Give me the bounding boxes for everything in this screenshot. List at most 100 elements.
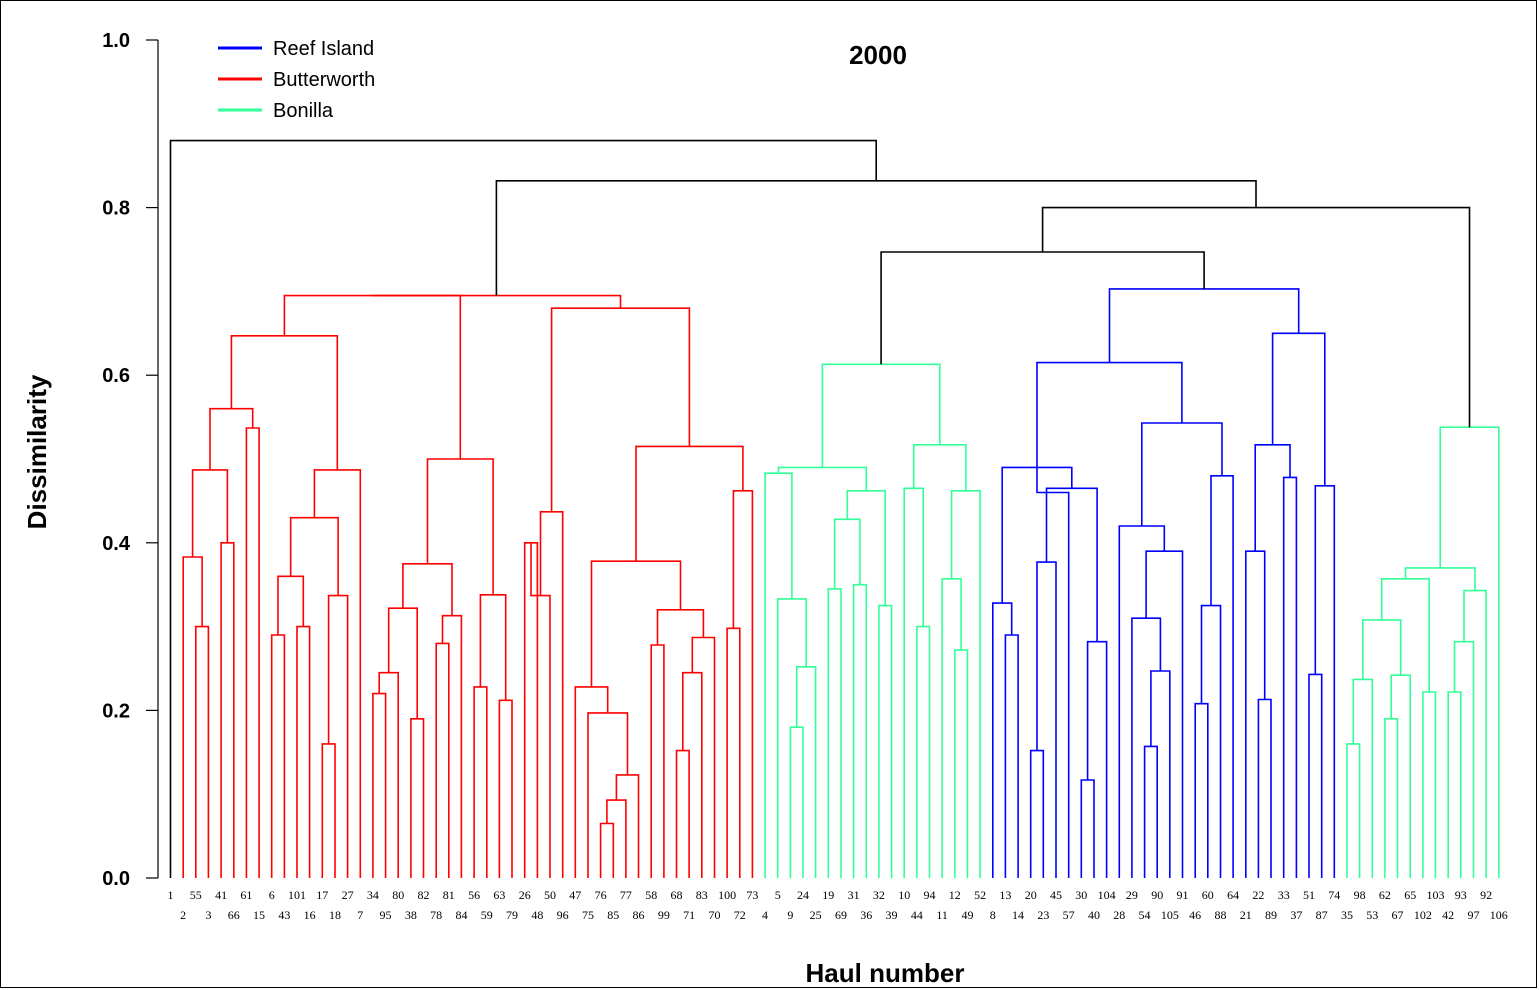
dendrogram-link [691, 636, 716, 878]
x-tick-label: 72 [734, 908, 746, 922]
dendrogram-link [495, 180, 1257, 296]
x-tick-label: 93 [1455, 888, 1467, 902]
x-tick-label: 78 [430, 908, 442, 922]
dendrogram-link [635, 445, 744, 562]
dendrogram-link [574, 686, 609, 878]
x-tick-label: 94 [924, 888, 936, 902]
dendrogram-link [1453, 640, 1475, 878]
dendrogram-link [1314, 485, 1336, 878]
dendrogram-link [682, 671, 703, 878]
x-tick-label: 49 [961, 908, 973, 922]
x-tick-label: 50 [544, 888, 556, 902]
dendrogram-link [327, 594, 349, 878]
x-tick-label: 22 [1252, 888, 1264, 902]
dendrogram-link [1086, 640, 1108, 878]
x-tick-label: 62 [1379, 888, 1391, 902]
x-tick-label: 85 [607, 908, 619, 922]
dendrogram-link [1282, 476, 1298, 878]
dendrogram-link [387, 607, 418, 719]
dendrogram-link [1422, 691, 1437, 878]
y-tick-label: 0.6 [102, 365, 130, 387]
x-tick-label: 59 [481, 908, 493, 922]
dendrogram-link [1150, 670, 1171, 878]
y-tick-label: 0.2 [102, 700, 130, 722]
x-tick-label: 32 [873, 888, 885, 902]
x-tick-label: 103 [1427, 888, 1445, 902]
x-tick-label: 70 [708, 908, 720, 922]
x-tick-label: 8 [990, 908, 996, 922]
x-tick-label: 68 [671, 888, 683, 902]
dendrogram-link [878, 604, 893, 878]
x-tick-label: 25 [810, 908, 822, 922]
x-tick-label: 23 [1037, 908, 1049, 922]
x-tick-label: 96 [557, 908, 569, 922]
dendrogram-link [590, 560, 682, 687]
x-tick-label: 88 [1214, 908, 1226, 922]
x-tick-label: 71 [683, 908, 695, 922]
x-tick-label: 36 [860, 908, 872, 922]
dendrogram-link [1271, 332, 1326, 486]
dendrogram-link [903, 487, 924, 878]
x-tick-label: 67 [1392, 908, 1404, 922]
x-tick-label: 31 [848, 888, 860, 902]
x-tick-label: 92 [1480, 888, 1492, 902]
x-tick-label: 63 [493, 888, 505, 902]
dendrogram-links [169, 139, 1500, 878]
dendrogram-link [789, 726, 804, 878]
x-tick-label: 80 [392, 888, 404, 902]
dendrogram-link [1390, 674, 1411, 878]
x-tick-label: 100 [718, 888, 736, 902]
dendrogram-link [270, 634, 286, 878]
dendrogram-link [1041, 206, 1471, 428]
x-tick-label: 77 [620, 888, 632, 902]
x-tick-label: 105 [1161, 908, 1179, 922]
dendrogram-link [912, 444, 967, 491]
dendrogram-link [1352, 678, 1374, 878]
dendrogram-link [916, 625, 931, 878]
dendrogram-link [550, 307, 691, 512]
x-tick-label: 14 [1012, 908, 1024, 922]
x-tick-label: 89 [1265, 908, 1277, 922]
x-tick-label: 17 [316, 888, 328, 902]
legend-label: Bonilla [273, 100, 334, 122]
x-tick-label: 101 [288, 888, 306, 902]
x-tick-label: 1 [168, 888, 174, 902]
x-tick-label: 6 [269, 888, 275, 902]
dendrogram-link [539, 511, 564, 878]
dendrogram-link [220, 542, 235, 878]
dendrogram-link [833, 518, 861, 589]
x-tick-label: 66 [228, 908, 240, 922]
dendrogram-link [191, 469, 229, 557]
x-tick-label: 75 [582, 908, 594, 922]
x-tick-labels: 1255341666115643101161718277349580388278… [168, 888, 1508, 922]
dendrogram-link [498, 699, 513, 878]
dendrogram-link [1004, 634, 1019, 878]
x-tick-label: 76 [595, 888, 607, 902]
dendrogram-link [675, 749, 690, 878]
dendrogram-link [1308, 673, 1323, 878]
dendrogram-link [1257, 698, 1272, 878]
dendrogram-link [1036, 361, 1183, 468]
x-tick-label: 42 [1442, 908, 1454, 922]
legend: Reef Island Butterworth Bonilla [218, 38, 375, 122]
x-axis-label: Haul number [806, 958, 965, 988]
x-tick-label: 12 [949, 888, 961, 902]
dendrogram-link [954, 649, 969, 878]
dendrogram-link [992, 602, 1013, 878]
x-tick-label: 26 [519, 888, 531, 902]
dendrogram-link [1346, 743, 1361, 878]
x-tick-label: 35 [1341, 908, 1353, 922]
chart-title: 2000 [849, 40, 907, 70]
dendrogram-link [296, 625, 311, 878]
x-tick-label: 90 [1151, 888, 1163, 902]
dendrogram-link [479, 594, 507, 701]
x-tick-label: 2 [180, 908, 186, 922]
dendrogram-link [372, 692, 387, 878]
x-tick-label: 18 [329, 908, 341, 922]
dendrogram-link [426, 458, 494, 595]
dendrogram-link [1080, 779, 1095, 878]
dendrogram-link [283, 294, 462, 459]
x-tick-label: 79 [506, 908, 518, 922]
dendrogram-link [1447, 691, 1462, 878]
